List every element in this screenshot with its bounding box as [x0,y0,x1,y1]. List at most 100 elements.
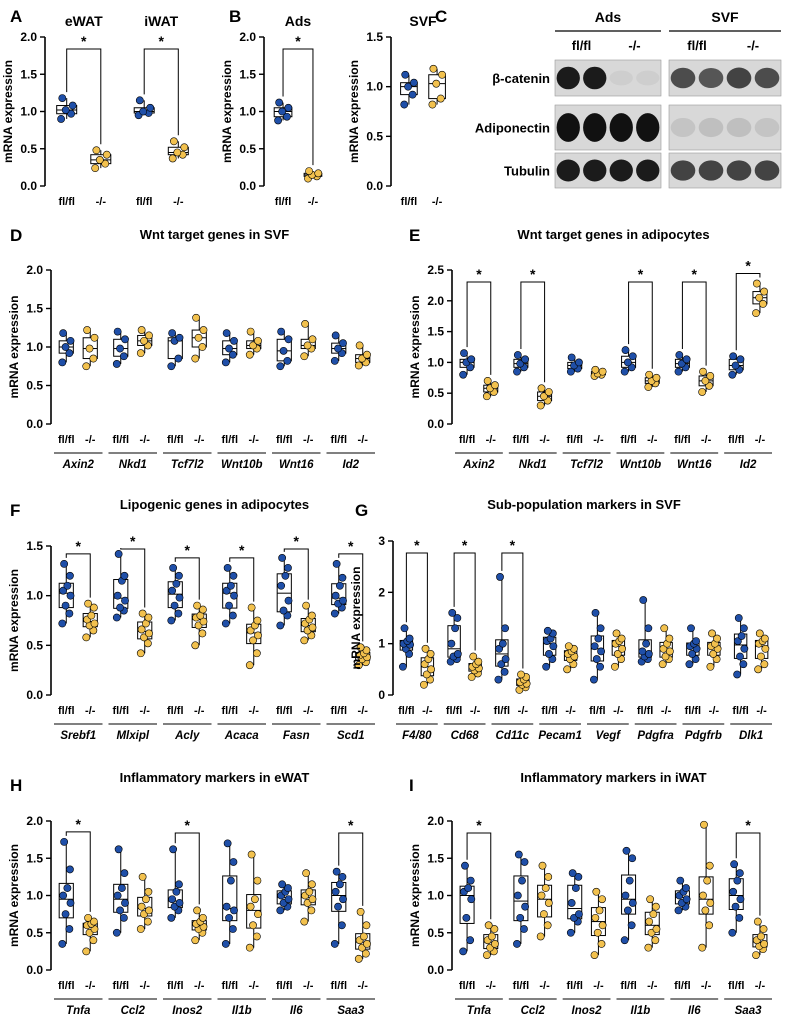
panel-G-6-pdgfrb-flfl-point [687,624,695,633]
panel-E-4-y-tick-label: 1.0 [427,355,444,369]
panel-letter-I: I [409,776,414,795]
panel-G-6-f480-flfl-point [405,634,414,643]
panel-G-6-pdgfra-flfl-point [642,639,651,648]
panel-I-8-il1b-flfl-point [622,846,631,855]
panel-E-4-tcf7l2-flfl-point [567,353,576,362]
panel-G-6-cd68-ko-point [467,673,476,681]
panel-G-6-f480-flfl-xtick-label: fl/fl [398,705,415,717]
panel-D-3-gene-label: Axin2 [62,459,95,471]
panel-G-6-dlk1-flfl-xtick-label: fl/fl [732,705,749,717]
panel-A-0-group-title: eWAT [65,13,103,29]
panel-B-1-sig-bracket [282,48,314,166]
panel-H-7-ccl2-ko-point [144,887,153,896]
panel-I-8-il6-flfl-point [682,895,691,904]
panel-F-5-acaca-ko-point [247,603,256,612]
panel-H-7-inos2-ko-point [191,936,200,945]
panel-G-6-cd68-ko-xtick-label: -/- [470,705,481,717]
panel-G-6-y-tick-label: 2 [378,585,385,599]
panel-H-7-ccl2-ko-point [145,906,153,915]
panel-G-6-vegf-flfl-point [591,608,600,617]
panel-F-5-fasn-flfl-point [284,563,292,572]
panel-F-5-fasn-ko-point [300,636,309,645]
panel-F-5-gene-label: Srebf1 [60,730,96,742]
panel-D-3-wnt10b-ko-xtick-label: -/- [249,434,260,446]
panel-G-6-pdgfra-flfl-point [638,647,647,656]
panel-H-7-y-tick-label: 0.5 [26,926,43,940]
panel-E-4-nkd1-ko-point [536,401,545,410]
panel-G-6-f480-flfl-point [398,662,407,671]
panel-G-6-pdgfrb-flfl-point [692,637,700,645]
panel-I-8-inos2-ko-point [591,913,600,922]
panel-G-6-cd11c-flfl-point [501,655,510,663]
panel-F-5-gene-label: Mlxipl [116,730,149,742]
blot-row-label: Tubulin [504,164,550,179]
panel-D-3-wnt16-flfl-point [283,356,292,365]
panel-H-7-inos2-flfl-point [169,845,178,854]
panel-D-3-axin2-flfl-point [65,349,74,358]
panel-G-6-pecam1-ko-point [564,642,573,651]
panel-I-8-il6-flfl-point [674,906,683,915]
panel-F-5-srebf1-flfl-point [65,609,74,618]
panel-H-7-ccl2-flfl-point [116,906,124,915]
panel-E-4-sig-star: * [638,266,644,282]
panel-E-4-y-tick-label: 2.0 [427,294,444,308]
panel-F-5-gene-label: Acly [174,730,200,742]
panel-E-4-nkd1-ko-point [537,384,546,393]
panel-G-6-pdgfrb-ko-point [709,650,718,658]
panel-F-5-gene-label: Fasn [283,730,310,742]
panel-E-4-y-tick-label: 1.5 [427,325,444,339]
panel-E-4-gene-label: Tcf7l2 [570,459,603,471]
panel-I-8-inos2-flfl-point [571,884,580,892]
panel-G-6-sig-bracket [453,552,476,651]
panel-I-8-inos2-flfl-xtick-label: fl/fl [566,980,583,992]
panel-E-4-gene-label: Wnt16 [677,459,712,471]
panel-D-3-nkd1-ko-point [136,349,145,358]
panel-G-6-vegf-ko-point [611,662,619,671]
panel-letter-H: H [10,776,22,795]
panel-F-5-acly-flfl-point [169,563,178,572]
panel-B-2-svf-flfl-point [410,78,418,87]
panel-F-5-srebf1-ko-point [82,633,91,642]
panel-D-3-y-tick-label: 0.0 [26,417,43,431]
panel-H-7-il1b-ko-point [245,943,254,952]
panel-A-0-ewat-flfl-point [67,109,75,118]
blot-band [583,113,607,142]
panel-E-4-axin2-ko-point [482,392,491,401]
panel-D-3-wnt16-ko-point [308,335,317,344]
panel-H-7-saa3-flfl-point [331,887,340,896]
panel-E-4-sig-star: * [530,266,536,282]
panel-D-3-wnt16-flfl-point [284,335,293,344]
panel-I-8-ccl2-ko-point [536,932,545,941]
panel-F-5-y-tick-label: 0.0 [26,688,43,702]
panel-H-7-saa3-flfl-point [337,921,346,930]
panel-I-8-il1b-flfl-point [620,936,629,945]
panel-H-7-il6-flfl-point [284,884,292,892]
panel-E-4-axin2-ko-xtick-label: -/- [486,434,497,446]
panel-I-8-tnfa-ko-xtick-label: -/- [486,980,497,992]
panel-F-5-acly-ko-point [198,629,207,638]
panel-F-5-acaca-flfl-point [229,571,238,580]
panel-F-5-mlxipl-flfl-point [112,613,121,622]
panel-A-0-sig-bracket [143,48,179,136]
panel-G-6-pdgfrb-flfl-point [688,650,697,658]
blot-band [636,113,660,142]
panel-E-4-sig-bracket [681,281,707,366]
panel-G-6-vegf-flfl-point [596,662,605,671]
panel-G-6-dlk1-flfl-point [734,614,743,622]
panel-I-8-ccl2-ko-point [543,921,552,930]
blot-band [636,159,660,182]
panel-G-6-pdgfra-ko-point [658,660,667,669]
panel-F-5-acaca-ko-point [252,649,261,658]
blot-band [556,159,580,182]
panel-D-3-nkd1-flfl-point [113,327,122,336]
panel-I-8-il6-ko-point [698,943,707,952]
panel-G-6-vegf-flfl-point [589,675,598,684]
panel-G-6-gene-label: Vegf [596,730,622,742]
panel-F-5-srebf1-flfl-point [58,619,67,628]
panel-E-4-axin2-ko-point [483,376,492,385]
panel-H-7-saa3-flfl-point [338,872,347,881]
panel-A-0-iwat-ko-point [173,148,182,157]
panel-I-8-saa3-flfl-point [735,869,744,878]
panel-G-6-cd11c-flfl-point [497,660,506,669]
panel-G-6-f480-flfl-point [400,624,409,633]
